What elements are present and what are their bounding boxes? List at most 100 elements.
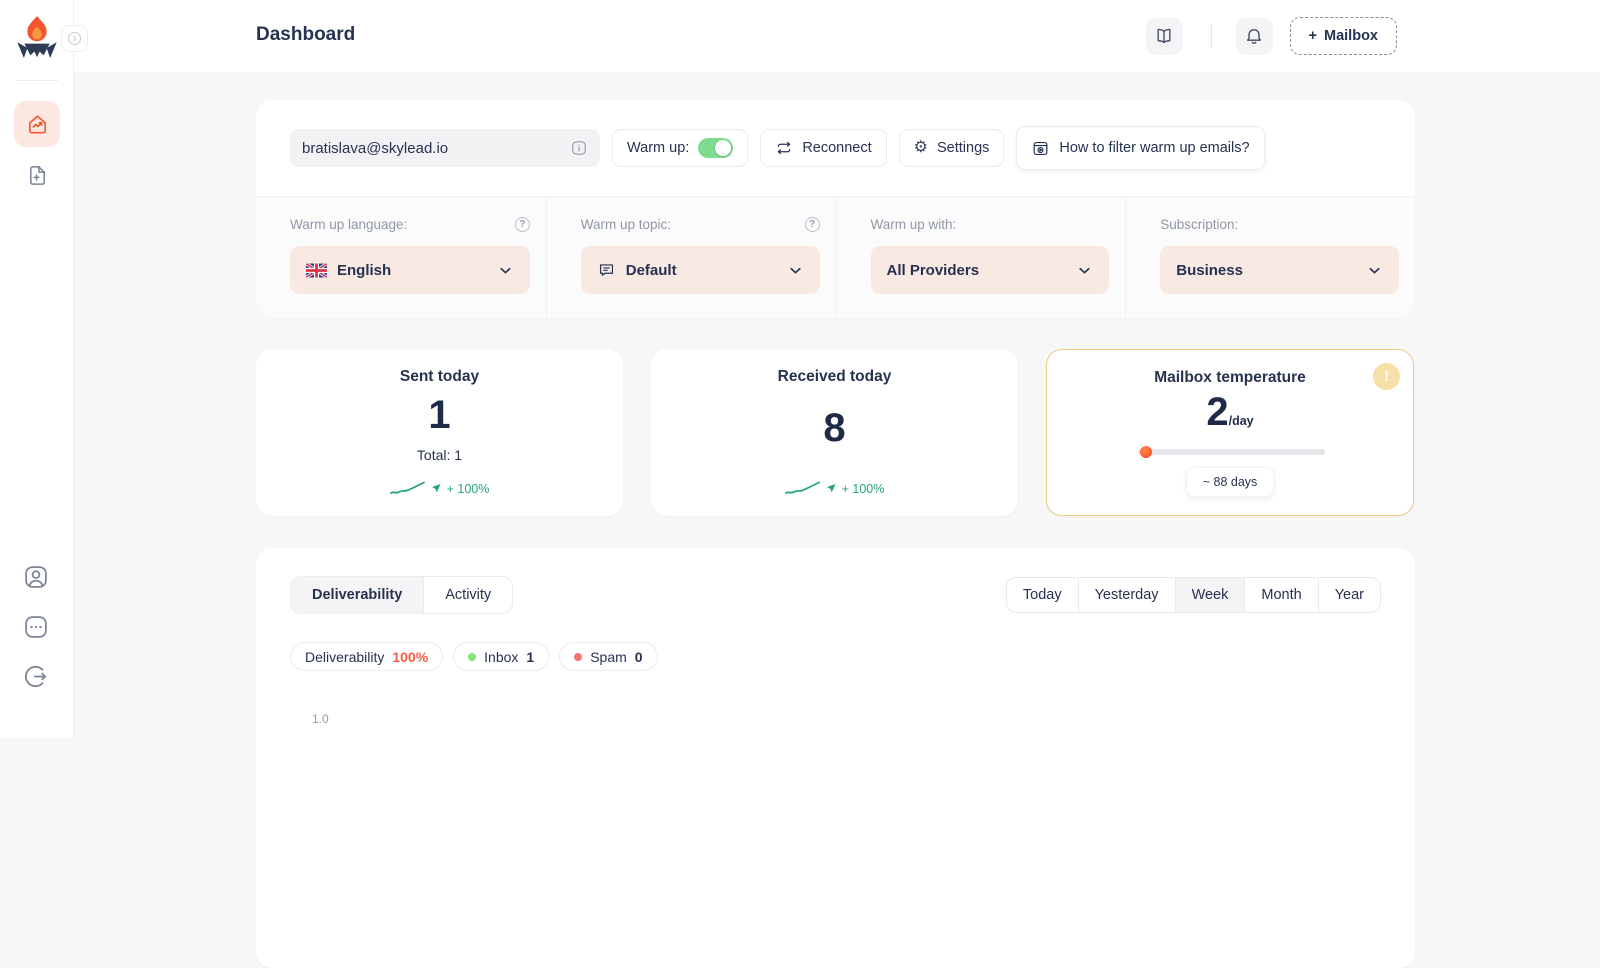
range-month[interactable]: Month [1244,578,1317,612]
mailbox-email-field[interactable]: bratislava@skylead.io [290,129,600,167]
warmup-toggle-button[interactable]: Warm up: [612,129,749,167]
warmup-toggle[interactable] [698,138,734,158]
add-mailbox-label: Mailbox [1324,28,1378,44]
book-icon [1157,28,1171,43]
sent-today-title: Sent today [399,368,480,385]
sidebar-item-profile[interactable] [22,563,52,593]
user-icon [25,566,47,588]
flame-logo-icon [17,16,57,58]
reconnect-button[interactable]: Reconnect [760,129,887,167]
spam-badge: Spam 0 [559,642,658,671]
subscription-label: Subscription: [1160,217,1239,232]
warmup-topic-label: Warm up topic: [580,217,672,232]
sidebar-item-logout[interactable] [22,663,52,693]
video-tutorial-icon [1033,141,1048,155]
settings-button[interactable]: ⚙ Settings [898,129,1005,167]
range-year[interactable]: Year [1317,578,1380,612]
sent-today-value: 1 [428,393,451,437]
range-week[interactable]: Week [1174,578,1245,612]
legend-badges: Deliverability 100% Inbox 1 Spam 0 [290,642,658,671]
toggle-knob [715,140,732,156]
deliverability-badge-label: Deliverability [305,648,385,665]
sidebar-item-add-mailbox[interactable] [14,152,60,198]
date-range-selector: Today Yesterday Week Month Year [1005,577,1381,613]
chevron-down-icon [1079,267,1090,273]
warmup-language-label: Warm up language: [290,217,408,232]
nav-arrow-icon [431,484,441,493]
mailbox-email-value: bratislava@skylead.io [302,139,449,157]
warmup-settings-row: Warm up language: ? English [256,196,1415,318]
temperature-slider-knob[interactable] [1140,446,1152,458]
sent-today-card: Sent today 1 Total: 1 + 100% [256,349,623,516]
chevron-right-circle-icon [67,31,82,46]
warmup-with-value: All Providers [886,261,980,279]
header-divider [1210,24,1212,48]
warmup-language-dropdown[interactable]: English [290,246,530,294]
header-actions: + Mailbox [1145,17,1397,55]
help-icon[interactable]: ? [804,217,820,232]
sent-today-change: + 100% [446,481,490,496]
add-mailbox-button[interactable]: + Mailbox [1289,17,1397,55]
tab-activity[interactable]: Activity [445,587,492,603]
sparkline-icon [784,481,820,494]
reconnect-label: Reconnect [802,140,872,156]
inbox-badge-value: 1 [526,648,535,665]
top-header: Dashboard + Mailbox [74,0,1600,72]
warmup-with-label: Warm up with: [870,217,957,232]
subscription-dropdown[interactable]: Business [1160,246,1399,294]
range-today[interactable]: Today [1022,587,1062,603]
docs-button[interactable] [1145,17,1183,55]
mailbox-account-card: bratislava@skylead.io Warm up: Reconnect… [256,100,1415,318]
analytics-tabs: Deliverability Activity [290,576,514,614]
sidebar [0,0,88,738]
warning-icon[interactable]: ! [1373,363,1400,390]
home-trend-icon [28,114,46,133]
chart-y-axis-tick: 1.0 [312,712,329,726]
settings-label: Settings [936,140,990,156]
deliverability-badge-value: 100% [392,648,429,665]
range-yesterday[interactable]: Yesterday [1077,578,1175,612]
warmup-with-dropdown[interactable]: All Providers [870,246,1110,294]
temperature-value: 2 [1206,390,1229,434]
page-title: Dashboard [256,24,356,45]
spam-badge-label: Spam [590,648,627,665]
inbox-badge-label: Inbox [484,648,519,665]
uk-flag-icon [306,262,327,278]
received-today-value: 8 [823,406,846,450]
help-icon[interactable]: ? [514,217,530,232]
sidebar-collapse-button[interactable] [61,25,88,52]
file-plus-icon [29,165,45,185]
tab-deliverability[interactable]: Deliverability [291,577,425,613]
subscription-value: Business [1176,261,1243,279]
sent-today-total: Total: 1 [416,447,463,463]
sidebar-item-dashboard[interactable] [14,101,60,147]
chevron-down-icon [1369,267,1380,273]
inbox-dot-icon [468,652,477,661]
chat-dots-icon [25,616,47,638]
temperature-eta-badge: ~ 88 days [1185,467,1275,497]
spam-dot-icon [574,652,583,661]
chat-bubble-icon [599,263,613,276]
bell-icon [1247,29,1262,44]
warmup-topic-value: Default [625,261,677,279]
info-icon[interactable] [570,139,588,157]
app-logo[interactable] [16,14,58,60]
warmup-topic-column: Warm up topic: ? Default [545,197,836,318]
swap-arrows-icon [778,141,791,155]
sidebar-divider [16,80,58,81]
spam-badge-value: 0 [634,648,643,665]
warmup-language-value: English [337,261,392,279]
gear-icon: ⚙ [913,139,928,156]
main-content: bratislava@skylead.io Warm up: Reconnect… [74,72,1600,968]
received-today-card: Received today 8 + 100% [651,349,1018,516]
temperature-slider[interactable] [1138,446,1325,458]
warmup-topic-dropdown[interactable]: Default [580,246,820,294]
warmup-language-column: Warm up language: ? English [256,197,546,318]
warmup-label: Warm up: [627,140,690,156]
analytics-card: Deliverability Activity Today Yesterday … [256,548,1415,968]
inbox-badge: Inbox 1 [453,642,550,671]
notifications-button[interactable] [1235,17,1273,55]
sidebar-item-support[interactable] [22,613,52,643]
plus-icon: + [1308,28,1318,44]
howto-filter-button[interactable]: How to filter warm up emails? [1016,126,1265,170]
